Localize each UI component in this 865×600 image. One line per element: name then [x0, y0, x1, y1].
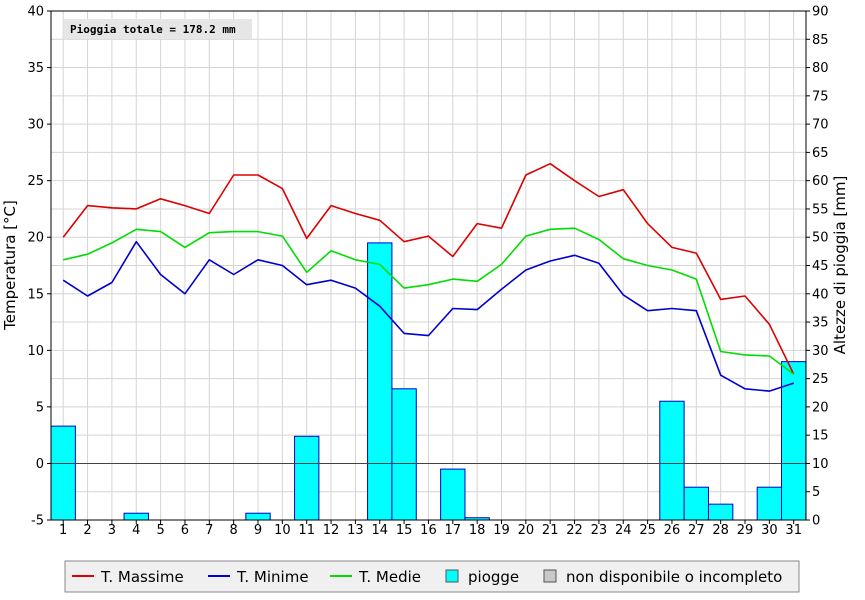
- y-right-tick-label: 55: [812, 202, 829, 217]
- x-tick-label: 24: [615, 523, 632, 538]
- legend-label-t-massime: T. Massime: [100, 568, 184, 586]
- y-right-axis-ticks: 0 5 10 15 20 25 30 35 40 45 50 55 60 65 70 75 80 85 90: [806, 5, 829, 529]
- legend: T. Massime T. Minime T. Medie piogge non dis…: [64, 560, 800, 593]
- y-left-tick-label: 5: [36, 400, 44, 415]
- y-right-axis-title: Altezze di pioggia [mm]: [831, 176, 849, 355]
- x-tick-label: 27: [688, 523, 705, 538]
- y-right-tick-label: 60: [812, 174, 829, 189]
- series-line-t-minime: [62, 240, 794, 392]
- x-tick-label: 15: [396, 523, 413, 538]
- x-tick-label: 1: [59, 523, 67, 538]
- y-right-tick-label: 80: [812, 61, 829, 76]
- legend-label-piogge: piogge: [468, 568, 519, 586]
- x-tick-label: 28: [712, 523, 729, 538]
- y-right-tick-label: 65: [812, 146, 829, 161]
- y-right-tick-label: 40: [812, 287, 829, 302]
- y-left-axis-title: Temperatura [°C]: [1, 200, 19, 331]
- x-tick-label: 2: [83, 523, 91, 538]
- x-tick-label: 14: [371, 523, 388, 538]
- rain-bar: [294, 435, 320, 521]
- x-tick-label: 22: [566, 523, 583, 538]
- rain-bar: [123, 512, 149, 521]
- y-right-tick-label: 10: [812, 457, 829, 472]
- y-left-tick-label: 35: [27, 61, 44, 76]
- x-tick-label: 8: [230, 523, 238, 538]
- x-tick-label: 23: [591, 523, 608, 538]
- x-tick-label: 29: [737, 523, 754, 538]
- x-tick-label: 6: [181, 523, 189, 538]
- y-right-tick-label: 35: [812, 316, 829, 331]
- x-tick-label: 3: [108, 523, 116, 538]
- rain-bar: [683, 486, 709, 521]
- y-right-tick-label: 20: [812, 400, 829, 415]
- temperature-lines: [62, 162, 795, 392]
- y-right-tick-label: 85: [812, 33, 829, 48]
- legend-swatch-piogge: [445, 569, 459, 583]
- y-right-tick-label: 90: [812, 5, 829, 20]
- x-tick-label: 5: [156, 523, 164, 538]
- x-tick-label: 9: [254, 523, 262, 538]
- x-tick-label: 16: [420, 523, 437, 538]
- y-right-tick-label: 45: [812, 259, 829, 274]
- x-axis-ticks: 1 2 3 4 5 6 7 8 9 10 11 12 13 14 15 16 17 18 19 20 21 22 23 24 2…: [59, 520, 802, 538]
- y-left-tick-label: -5: [31, 514, 44, 529]
- y-left-tick-label: 30: [27, 118, 44, 133]
- rain-bar: [440, 468, 466, 521]
- y-right-tick-label: 30: [812, 344, 829, 359]
- x-tick-label: 30: [761, 523, 778, 538]
- x-tick-label: 10: [274, 523, 291, 538]
- x-tick-label: 4: [132, 523, 140, 538]
- annotation-box: [64, 19, 252, 39]
- legend-swatch-non-disponibile-o-incompleto: [543, 569, 557, 583]
- x-tick-label: 17: [445, 523, 462, 538]
- x-tick-label: 12: [323, 523, 340, 538]
- x-tick-label: 11: [298, 523, 315, 538]
- rain-bar: [367, 242, 393, 521]
- x-tick-label: 13: [347, 523, 364, 538]
- rain-bar: [756, 486, 783, 521]
- x-tick-label: 18: [469, 523, 486, 538]
- y-left-tick-label: 40: [27, 5, 44, 20]
- rain-bar: [707, 503, 734, 521]
- x-tick-label: 7: [205, 523, 213, 538]
- y-left-axis-ticks: -5 0 5 10 15 20 25 30 35 40: [27, 5, 51, 529]
- y-right-tick-label: 25: [812, 372, 829, 387]
- y-left-tick-label: 20: [27, 231, 44, 246]
- y-left-tick-label: 10: [27, 344, 44, 359]
- x-tick-label: 21: [542, 523, 559, 538]
- legend-label-t-minime: T. Minime: [236, 568, 309, 586]
- rain-bars: [50, 242, 807, 521]
- x-tick-label: 31: [785, 523, 802, 538]
- y-left-tick-label: 15: [27, 287, 44, 302]
- y-right-tick-label: 15: [812, 429, 829, 444]
- x-tick-label: 19: [493, 523, 510, 538]
- y-right-tick-label: 0: [812, 514, 820, 529]
- x-tick-label: 25: [639, 523, 656, 538]
- legend-label-non-disponibile-o-incompleto: non disponibile o incompleto: [566, 568, 782, 586]
- y-right-tick-label: 70: [812, 118, 829, 133]
- y-left-tick-label: 25: [27, 174, 44, 189]
- series-line-t-medie: [63, 227, 795, 375]
- y-left-tick-label: 0: [36, 457, 44, 472]
- rain-bar: [659, 400, 685, 521]
- y-right-tick-label: 50: [812, 231, 829, 246]
- x-tick-label: 26: [664, 523, 681, 538]
- rain-bar: [391, 388, 417, 521]
- x-tick-label: 20: [518, 523, 535, 538]
- annotation-text: Pioggia totale = 178.2 mm: [70, 23, 236, 36]
- rain-bar: [50, 425, 76, 521]
- rain-bar: [245, 512, 271, 521]
- y-right-tick-label: 5: [812, 485, 820, 500]
- series-line-t-massime: [62, 162, 795, 375]
- y-right-tick-label: 75: [812, 89, 829, 104]
- rain-bar: [781, 361, 807, 521]
- legend-box: [64, 560, 800, 593]
- legend-label-t-medie: T. Medie: [358, 568, 421, 586]
